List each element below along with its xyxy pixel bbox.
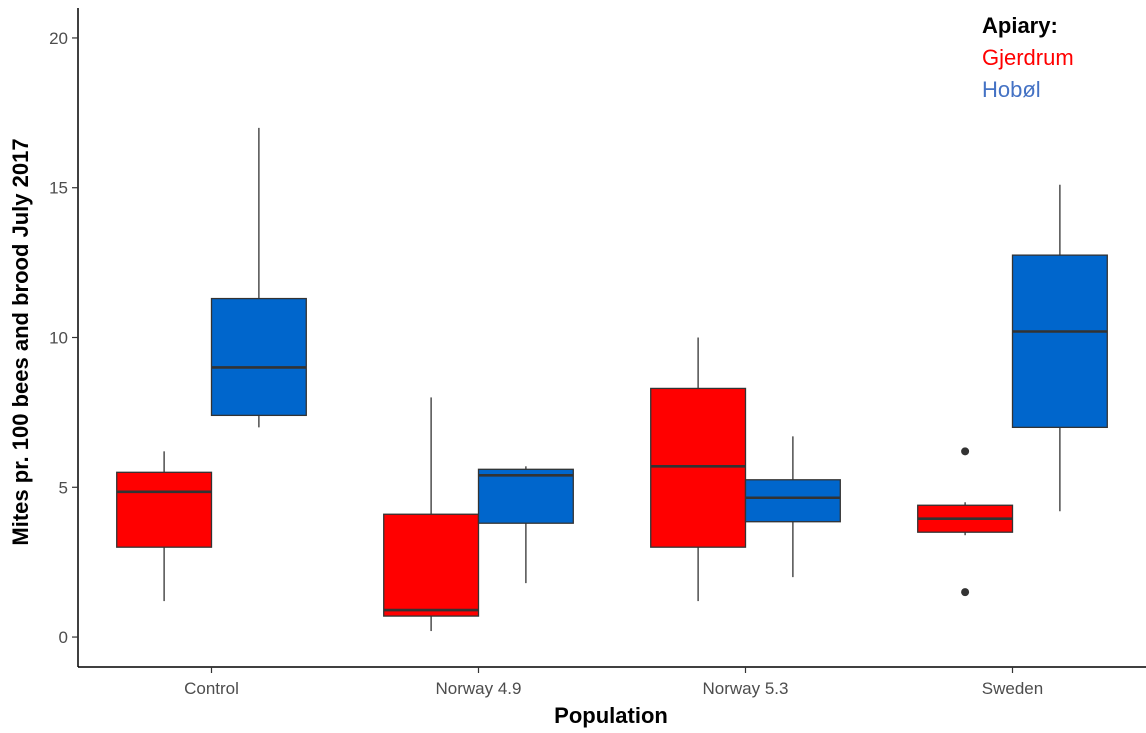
box-hob-l-sweden-iqr [1011,254,1108,429]
legend-title: Apiary: [982,13,1058,38]
box-gjerdrum-control-iqr [116,471,213,548]
box-hob-l-norway-5-3 [744,436,841,578]
axes: 0 5 10 15 20 Control Norway 4.9 Norway 5.3 Swede… [49,8,1146,698]
box-hob-l-norway-5-3-iqr [744,479,841,523]
box-gjerdrum-sweden-outlier-1 [961,588,970,597]
y-tick-label-15: 15 [49,179,68,198]
y-tick-label-20: 20 [49,29,68,48]
box-gjerdrum-norway-5-3 [650,337,747,602]
box-gjerdrum-sweden [917,447,1014,597]
legend-item-gjerdrum: Gjerdrum [982,45,1074,70]
y-tick-label-5: 5 [59,478,68,497]
x-tick-label-sweden: Sweden [982,679,1043,698]
legend: Apiary: Gjerdrum Hobøl [982,13,1074,102]
box-hob-l-norway-4-9 [477,466,574,584]
box-gjerdrum-norway-5-3-iqr [650,387,747,548]
plot-area [116,127,1108,632]
x-tick-label-control: Control [184,679,239,698]
box-hob-l-norway-4-9-iqr [477,468,574,524]
box-gjerdrum-control [116,451,213,602]
box-gjerdrum-norway-4-9-iqr [383,513,480,617]
box-gjerdrum-norway-4-9 [383,397,480,632]
x-tick-label-norway-4-9: Norway 4.9 [436,679,522,698]
box-hob-l-sweden [1011,184,1108,512]
y-axis-title: Mites pr. 100 bees and brood July 2017 [8,138,33,545]
y-tick-label-10: 10 [49,329,68,348]
x-axis-title: Population [554,703,668,728]
legend-item-hobol: Hobøl [982,77,1041,102]
y-tick-label-0: 0 [59,628,68,647]
box-gjerdrum-sweden-outlier-0 [961,447,970,456]
box-hob-l-control [210,127,307,428]
box-hob-l-control-iqr [210,297,307,417]
x-tick-label-norway-5-3: Norway 5.3 [703,679,789,698]
